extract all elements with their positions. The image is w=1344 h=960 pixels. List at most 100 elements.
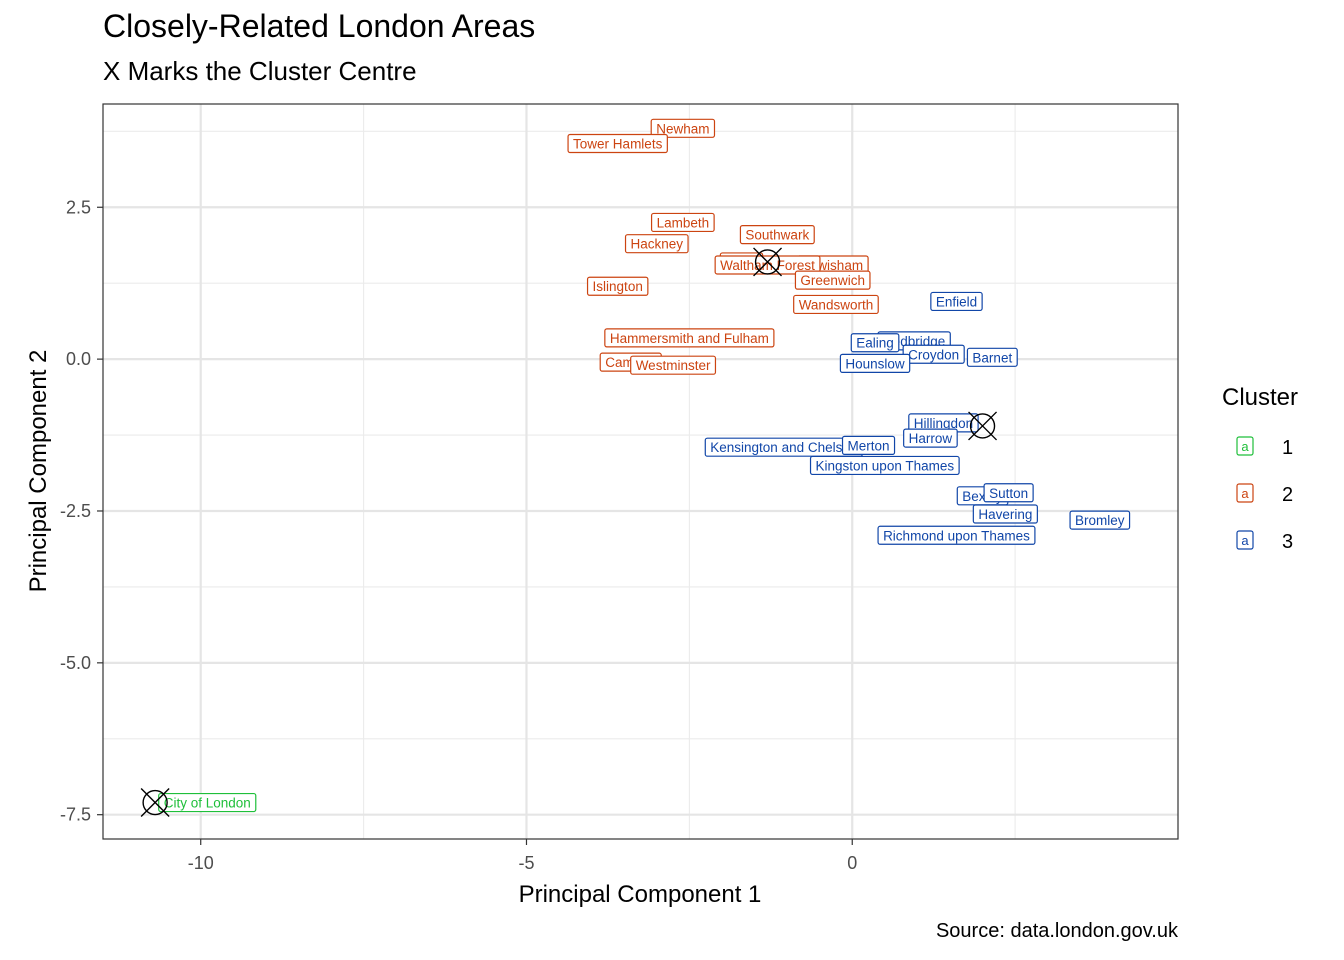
legend-key-glyph: a [1241,439,1249,454]
plot-panel [103,104,1178,839]
point-label-box [567,133,668,154]
cluster-centre-marker [968,411,998,441]
y-tick-label: -7.5 [60,805,91,825]
point-label: Lambeth [650,212,715,233]
point-label: Wandsworth [793,294,879,315]
point-label-box [604,328,775,348]
point-label-text: Richmond upon Thames [883,528,1030,543]
point-label-box [739,224,815,245]
cluster-centre-marker [140,788,170,818]
point-label: Enfield [930,291,983,312]
point-label-box [650,212,715,233]
point-label: Croydon [902,344,965,364]
legend-label: 1 [1282,437,1293,459]
point-label: Sutton [983,483,1034,503]
point-label-text: City of London [164,796,251,811]
point-label: Kensington and Chelsea [704,437,863,457]
chart-caption: Source: data.london.gov.uk [935,920,1178,942]
point-label-text: Islington [593,279,643,294]
point-label-box [877,525,1036,545]
point-label-text: Waltham Forest [720,258,815,273]
point-label-text: Tower Hamlets [573,136,663,151]
x-tick-label: -5 [518,853,534,873]
legend-key: a [1236,530,1254,550]
point-label-text: Kingston upon Thames [816,458,955,473]
cluster-centre-marker [753,247,783,277]
point-label-box [630,355,717,375]
point-label-box [983,483,1034,503]
point-label: Bromley [1069,510,1131,530]
y-axis-title: Principal Component 2 [25,350,52,593]
point-label-text: Southwark [745,228,809,243]
point-label: Waltham Forest [714,255,821,275]
legend-key-glyph: a [1241,486,1249,501]
point-label-box [624,234,689,254]
legend-key-glyph: a [1241,533,1249,548]
point-label: Newham [650,118,716,138]
x-tick-label: 0 [847,853,857,873]
point-label-box [650,118,716,138]
point-label-text: Hammersmith and Fulham [610,331,769,346]
point-label: Kingston upon Thames [809,455,960,476]
point-label: Havering [972,504,1038,524]
point-label: Hillingdon [908,413,979,433]
y-tick-label: -2.5 [60,501,91,521]
point-label-text: Hillingdon [914,416,973,431]
point-label-text: Barnet [972,350,1012,365]
y-tick-label: 0.0 [66,349,91,369]
y-axis-ticks: 2.5 0.0 -2.5 -5.0 -7.5 [60,197,103,825]
point-label-box [839,353,911,373]
plot-border [102,103,1179,840]
x-axis-title: Principal Component 1 [519,881,762,908]
point-label-text: Lambeth [657,215,710,230]
point-label-box [809,455,960,476]
point-label-text: Havering [978,507,1032,522]
chart-title: Closely-Related London Areas [103,8,536,44]
point-label: Tower Hamlets [567,133,668,154]
point-label-text: Westminster [636,358,711,373]
point-label-text: Ealing [856,336,894,351]
point-label-text: Croydon [908,347,959,362]
point-label: Hammersmith and Fulham [604,328,775,348]
point-label: Southwark [739,224,815,245]
point-label: Merton [841,435,896,455]
chart-subtitle: X Marks the Cluster Centre [103,56,417,86]
point-label: Hounslow [839,353,911,373]
point-label-text: Enfield [936,294,977,309]
point-label: Barnet [966,347,1018,367]
point-label-box [794,270,871,290]
point-label: Ealing [850,333,900,353]
point-label-text: Sutton [989,486,1028,501]
point-label-text: Newham [656,121,709,136]
point-label-box [793,294,879,315]
y-tick-label: 2.5 [66,197,91,217]
point-label-text: Bromley [1075,513,1125,528]
point-label-box [841,435,896,455]
x-axis-ticks: -10 -5 0 [188,839,857,873]
point-label: Westminster [630,355,717,375]
point-label-text: Hounslow [845,356,905,371]
point-label-box [158,792,257,813]
point-label-text: Merton [848,438,890,453]
point-label: Harrow [903,428,958,448]
point-label: City of London [158,792,257,813]
point-label-box [586,276,649,296]
point-label-text: Greenwich [800,273,865,288]
point-label-text: Kensington and Chelsea [710,440,858,455]
legend-key: a [1236,483,1254,503]
point-label: Richmond upon Thames [877,525,1036,545]
point-label: Hackney [624,234,689,254]
point-label-box [966,347,1018,367]
point-label: Islington [586,276,649,296]
cluster-centres [140,247,998,818]
y-tick-label: -5.0 [60,653,91,673]
point-label-text: Harrow [909,431,953,446]
point-label-box [903,428,958,448]
legend-label: 2 [1282,484,1293,506]
point-label-box [1069,510,1131,530]
legend-key: a [1236,436,1254,456]
legend: Cluster a 1 a 2 a 3 [1222,384,1298,553]
point-label-box [850,333,900,353]
